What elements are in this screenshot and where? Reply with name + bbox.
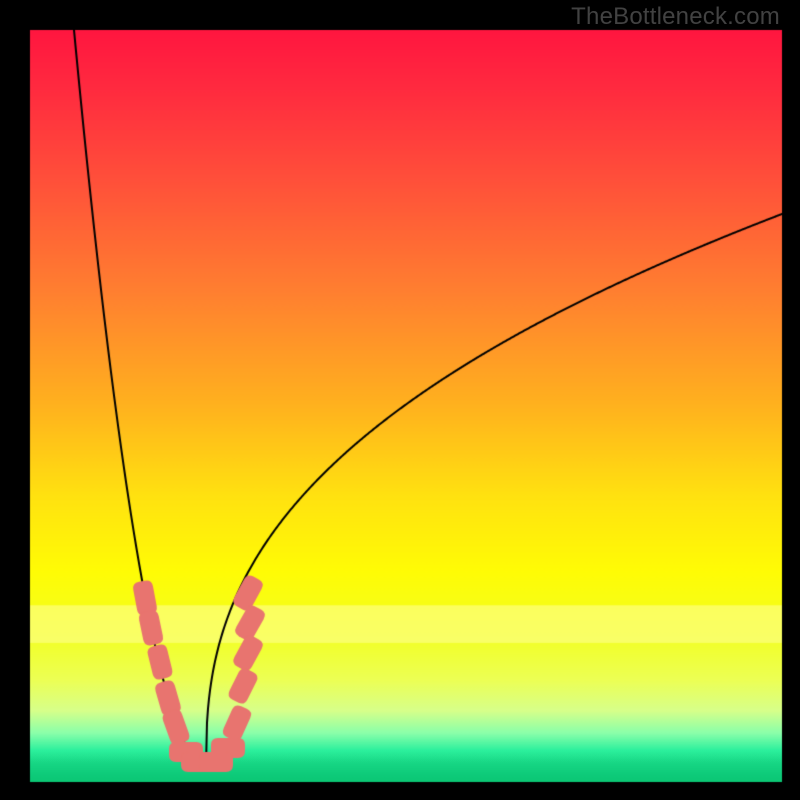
- bottleneck-curve-chart: [0, 0, 800, 800]
- chart-stage: TheBottleneck.com: [0, 0, 800, 800]
- watermark-label: TheBottleneck.com: [571, 3, 780, 31]
